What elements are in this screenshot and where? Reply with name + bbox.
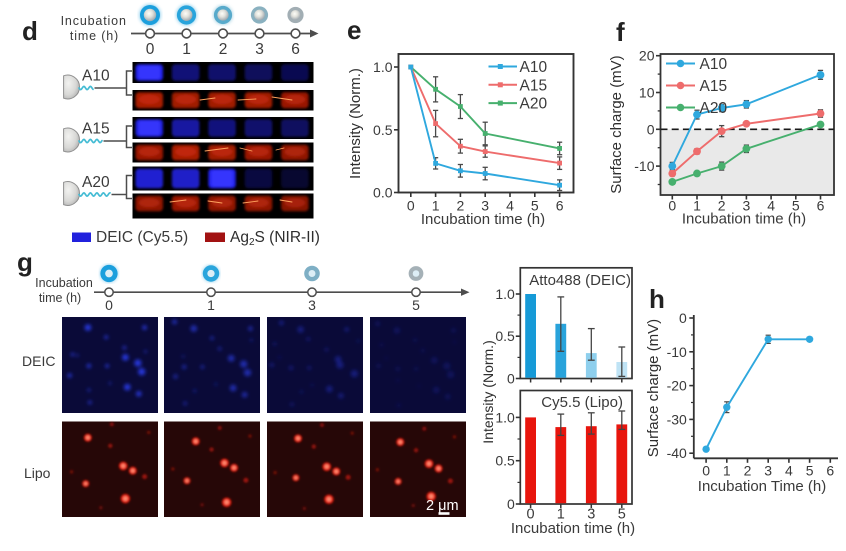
svg-text:4: 4 (785, 463, 793, 479)
svg-text:20: 20 (639, 48, 655, 64)
svg-text:5: 5 (531, 198, 539, 214)
svg-text:f: f (616, 17, 625, 47)
svg-text:4: 4 (506, 198, 514, 214)
svg-text:5: 5 (806, 463, 814, 479)
svg-text:Intensity (Norm.): Intensity (Norm.) (480, 340, 496, 443)
svg-text:0: 0 (647, 121, 655, 137)
svg-text:3: 3 (308, 297, 316, 313)
svg-text:1.0: 1.0 (495, 409, 515, 425)
svg-text:A20: A20 (82, 174, 110, 191)
svg-text:2 μm: 2 μm (426, 498, 459, 514)
svg-text:2: 2 (718, 198, 726, 214)
svg-text:10: 10 (639, 85, 655, 101)
svg-text:A15: A15 (82, 121, 110, 138)
svg-text:DEIC: DEIC (22, 353, 55, 369)
svg-text:e: e (347, 15, 361, 45)
svg-text:1: 1 (693, 198, 701, 214)
svg-text:Surface charge (mV): Surface charge (mV) (608, 55, 625, 193)
svg-text:1: 1 (723, 463, 731, 479)
svg-text:h: h (649, 284, 665, 314)
svg-text:1: 1 (182, 41, 191, 58)
svg-text:A20: A20 (520, 96, 548, 113)
svg-text:0: 0 (527, 507, 535, 523)
svg-text:0: 0 (679, 310, 687, 326)
svg-text:-10: -10 (634, 158, 654, 174)
svg-text:2: 2 (457, 198, 465, 214)
svg-text:-20: -20 (667, 378, 687, 394)
svg-text:0: 0 (702, 463, 710, 479)
svg-text:Incubation time (h): Incubation time (h) (682, 211, 806, 228)
svg-text:-10: -10 (667, 344, 687, 360)
svg-text:0: 0 (507, 371, 515, 387)
svg-text:3: 3 (481, 198, 489, 214)
svg-text:0: 0 (407, 198, 415, 214)
svg-text:3: 3 (764, 463, 772, 479)
svg-text:0: 0 (668, 198, 676, 214)
svg-text:Incubation: Incubation (61, 14, 127, 28)
svg-text:Lipo: Lipo (24, 465, 51, 481)
svg-text:A15: A15 (520, 77, 548, 94)
svg-text:Atto488 (DEIC): Atto488 (DEIC) (529, 272, 631, 289)
svg-text:0.5: 0.5 (495, 453, 515, 469)
svg-text:0.5: 0.5 (495, 328, 515, 344)
svg-text:time (h): time (h) (39, 291, 81, 305)
svg-text:1: 1 (557, 507, 565, 523)
svg-text:Incubation: Incubation (35, 276, 93, 290)
svg-text:A15: A15 (700, 78, 728, 95)
svg-text:1.0: 1.0 (373, 59, 393, 75)
svg-text:3: 3 (743, 198, 751, 214)
svg-text:6: 6 (817, 198, 825, 214)
svg-text:3: 3 (587, 507, 595, 523)
svg-text:-30: -30 (667, 411, 687, 427)
svg-text:5: 5 (792, 198, 800, 214)
svg-text:0: 0 (146, 41, 155, 58)
svg-text:6: 6 (556, 198, 564, 214)
svg-text:d: d (22, 16, 38, 46)
svg-text:5: 5 (618, 507, 626, 523)
svg-text:-40: -40 (667, 445, 687, 461)
svg-text:A20: A20 (700, 100, 728, 117)
svg-text:g: g (17, 247, 33, 277)
svg-text:4: 4 (767, 198, 775, 214)
svg-text:Ag2S (NIR-II): Ag2S (NIR-II) (230, 229, 320, 248)
svg-text:3: 3 (255, 41, 264, 58)
svg-text:Incubation Time (h): Incubation Time (h) (698, 478, 826, 495)
svg-text:Cy5.5 (Lipo): Cy5.5 (Lipo) (541, 394, 623, 411)
svg-text:Incubation time (h): Incubation time (h) (511, 520, 635, 537)
svg-text:6: 6 (826, 463, 834, 479)
svg-text:Incubation time (h): Incubation time (h) (421, 211, 545, 228)
svg-text:5: 5 (412, 297, 420, 313)
svg-text:6: 6 (291, 41, 300, 58)
svg-text:A10: A10 (82, 68, 110, 85)
svg-text:Surface charge (mV): Surface charge (mV) (645, 319, 662, 457)
svg-text:1: 1 (207, 297, 215, 313)
svg-text:Intensity (Norm.): Intensity (Norm.) (347, 68, 364, 179)
svg-text:2: 2 (219, 41, 228, 58)
svg-text:DEIC (Cy5.5): DEIC (Cy5.5) (96, 229, 188, 246)
svg-text:0.5: 0.5 (373, 122, 393, 138)
svg-text:0: 0 (105, 297, 113, 313)
svg-text:0.0: 0.0 (373, 185, 393, 201)
svg-text:A10: A10 (700, 56, 728, 73)
svg-text:2: 2 (744, 463, 752, 479)
svg-text:1: 1 (432, 198, 440, 214)
svg-text:time (h): time (h) (70, 29, 119, 43)
svg-text:1.0: 1.0 (495, 286, 515, 302)
svg-text:A10: A10 (520, 59, 548, 76)
svg-text:0: 0 (507, 496, 515, 512)
